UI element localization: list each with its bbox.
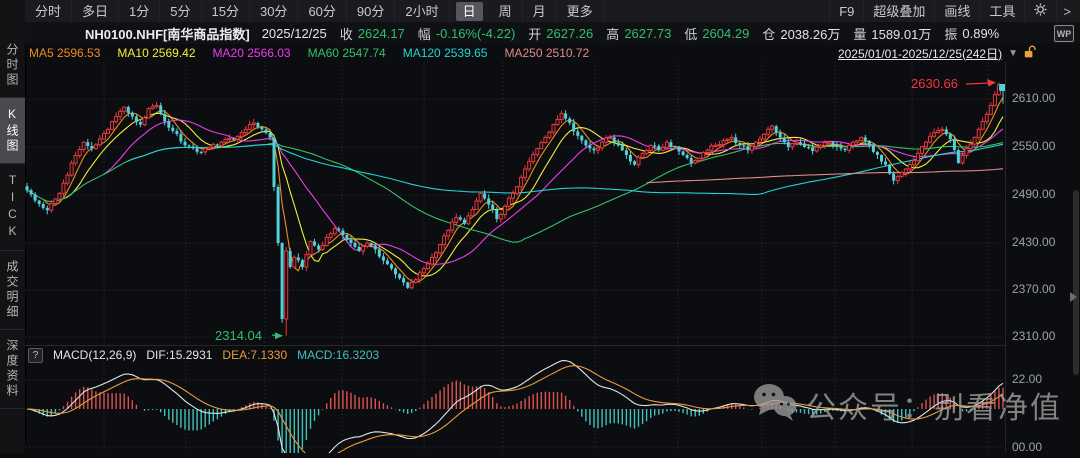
super-overlay-button[interactable]: 超级叠加 xyxy=(863,0,934,22)
axis-divider xyxy=(1005,62,1006,453)
tab-daily[interactable]: 日 xyxy=(455,1,483,21)
macd-axis-top-label: 22.00 xyxy=(1012,372,1043,386)
toolbar-right: F9 超级叠加 画线 工具 > xyxy=(829,0,1080,22)
expand-chevron-icon[interactable]: > xyxy=(1056,0,1080,22)
wp-badge[interactable]: WP xyxy=(1054,25,1074,42)
chevron-down-icon[interactable]: ▼ xyxy=(1008,47,1018,59)
period-tabbar: 分时 多日 1分 5分 15分 30分 60分 90分 2小时 日 周 月 更多… xyxy=(25,0,1080,23)
ma5-legend: MA5 2596.53 xyxy=(29,46,101,60)
tools-button[interactable]: 工具 xyxy=(979,0,1024,22)
open-interest-value: 2038.26万 xyxy=(780,26,841,42)
sidebar-item-tick[interactable]: TICK xyxy=(0,164,25,251)
tab-multiday[interactable]: 多日 xyxy=(72,0,120,22)
draw-line-button[interactable]: 画线 xyxy=(934,0,979,22)
sidebar-spacer xyxy=(0,0,25,34)
tab-monthly[interactable]: 月 xyxy=(523,0,557,22)
help-icon[interactable]: ? xyxy=(28,347,43,363)
tab-15min[interactable]: 15分 xyxy=(202,0,250,22)
gear-icon xyxy=(1034,3,1047,19)
quote-date: 2025/12/25 xyxy=(261,25,327,41)
tab-90min[interactable]: 90分 xyxy=(347,0,396,22)
date-range-text[interactable]: 2025/01/01-2025/12/25(242日) xyxy=(837,46,1003,61)
ma60-legend: MA60 2547.74 xyxy=(307,46,386,60)
y-axis-label: 2370.00 xyxy=(1012,282,1056,296)
y-axis-label: 2430.00 xyxy=(1012,235,1056,249)
tab-60min[interactable]: 60分 xyxy=(298,0,347,22)
macd-axis-bottom-label: 00.00 xyxy=(1012,440,1043,454)
left-sidebar: 分时图 K线图 TICK 成交明细 深度资料 xyxy=(0,0,26,453)
open-value: 2627.26 xyxy=(546,25,594,41)
ma20-legend: MA20 2566.03 xyxy=(212,46,291,60)
close-label: 收 xyxy=(339,26,353,42)
open-interest-label: 仓 xyxy=(762,26,776,42)
svg-text:2314.04: 2314.04 xyxy=(215,328,262,343)
low-value: 2604.29 xyxy=(702,25,750,41)
y-axis-label: 2310.00 xyxy=(1012,329,1056,343)
change-value: -0.16%(-4.22) xyxy=(435,25,516,41)
tab-1min[interactable]: 1分 xyxy=(119,0,161,22)
symbol-name: NH0100.NHF[南华商品指数] xyxy=(85,26,250,42)
amplitude-value: 0.89% xyxy=(962,25,1000,41)
panel-expand-handle[interactable] xyxy=(1070,292,1077,302)
quote-infobar: NH0100.NHF[南华商品指数] 2025/12/25 收 2624.17 … xyxy=(25,22,1080,44)
f9-button[interactable]: F9 xyxy=(829,0,863,22)
ma120-legend: MA120 2539.65 xyxy=(402,46,488,60)
ma10-legend: MA10 2569.42 xyxy=(117,46,196,60)
tab-5min[interactable]: 5分 xyxy=(160,0,202,22)
right-scrollbar-thumb[interactable] xyxy=(1073,190,1079,375)
tab-more[interactable]: 更多 xyxy=(557,0,604,22)
sidebar-item-kline[interactable]: K线图 xyxy=(0,98,25,164)
volume-value: 1589.01万 xyxy=(871,26,932,42)
date-range-control: 2025/01/01-2025/12/25(242日) ▼ xyxy=(838,44,1036,62)
amplitude-label: 振 xyxy=(944,26,958,42)
kline-chart-canvas[interactable]: 2630.66 2314.04 xyxy=(25,62,1007,458)
low-label: 低 xyxy=(684,26,698,42)
high-label: 高 xyxy=(606,26,620,42)
macd-dif-value: DIF:15.2931 xyxy=(146,348,213,362)
ma250-legend: MA250 2510.72 xyxy=(504,46,590,60)
open-label: 开 xyxy=(528,26,542,42)
tab-timeshare[interactable]: 分时 xyxy=(25,0,73,22)
high-value: 2627.73 xyxy=(624,25,672,41)
macd-indicator-name[interactable]: MACD(12,26,9) xyxy=(53,348,137,362)
change-label: 幅 xyxy=(417,26,431,42)
sidebar-item-timeshare[interactable]: 分时图 xyxy=(0,34,25,98)
tab-2hour[interactable]: 2小时 xyxy=(395,0,450,22)
volume-label: 量 xyxy=(853,26,867,42)
y-axis-label: 2610.00 xyxy=(1012,91,1056,105)
tab-weekly[interactable]: 周 xyxy=(489,0,523,22)
close-value: 2624.17 xyxy=(357,25,405,41)
y-axis-label: 2490.00 xyxy=(1012,187,1056,201)
macd-hist-value: MACD:16.3203 xyxy=(297,348,380,362)
macd-dea-value: DEA:7.1330 xyxy=(222,348,288,362)
y-axis-label: 2550.00 xyxy=(1012,139,1056,153)
sidebar-item-depth-data[interactable]: 深度资料 xyxy=(0,330,25,409)
svg-text:2630.66: 2630.66 xyxy=(911,76,958,91)
unlock-icon[interactable] xyxy=(1024,44,1036,62)
macd-header: ? MACD(12,26,9) DIF:15.2931 DEA:7.1330 M… xyxy=(28,347,379,363)
ma-legend: MA5 2596.53 MA10 2569.42 MA20 2566.03 MA… xyxy=(29,44,589,62)
sidebar-item-trade-detail[interactable]: 成交明细 xyxy=(0,251,25,330)
settings-button[interactable] xyxy=(1024,0,1056,22)
tab-30min[interactable]: 30分 xyxy=(250,0,299,22)
